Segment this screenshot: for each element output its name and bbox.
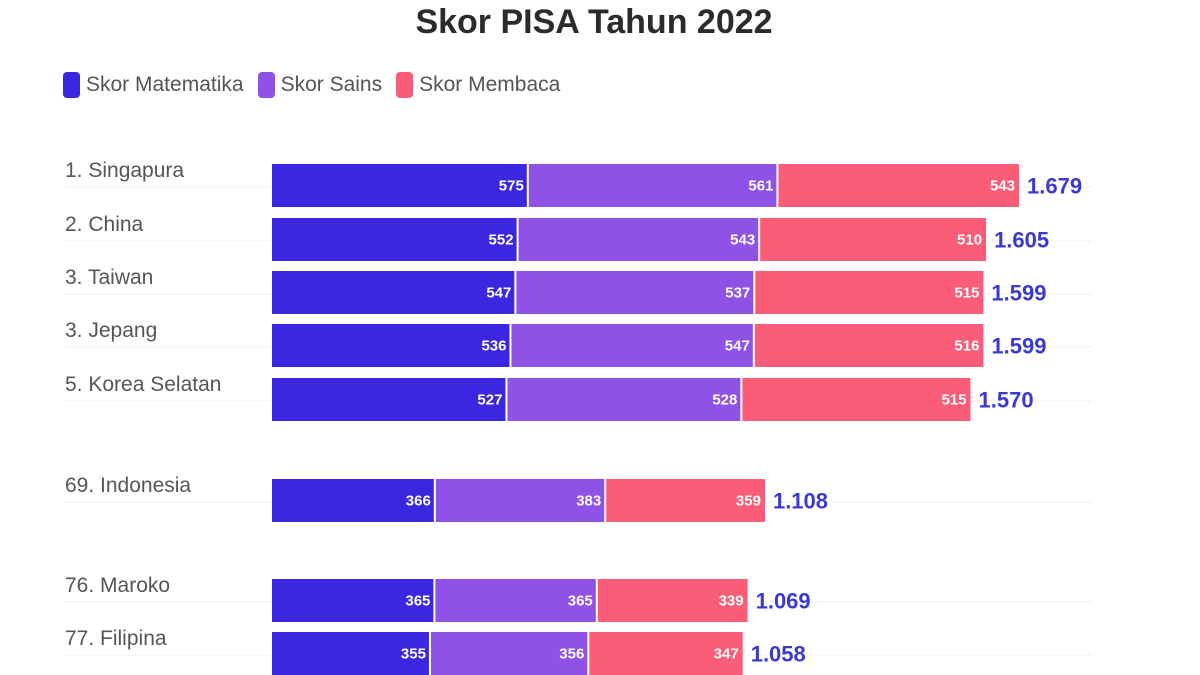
row-label-1: 2. China [65,213,144,236]
data-label-6-series-2: 339 [719,593,744,610]
bar-4-series-0 [272,378,507,421]
data-label-6-series-1: 365 [568,593,593,610]
row-label-0: 1. Singapura [65,159,184,182]
legend: Skor Matematika Skor Sains Skor Membaca [63,70,560,100]
data-label-7-series-1: 356 [559,646,584,663]
data-label-7-series-2: 347 [714,646,739,663]
bar-2-series-2 [754,271,984,314]
bar-7-series-1 [429,632,589,675]
row-label-5: 69. Indonesia [65,474,191,497]
data-label-2-series-2: 515 [954,285,979,302]
legend-label-0: Skor Matematika [86,73,244,96]
bar-3-series-2 [753,324,984,367]
legend-swatch-2 [396,72,414,98]
bar-6-series-2 [596,579,748,622]
bar-0-series-0 [272,164,528,207]
total-label-2: 1.599 [991,281,1046,306]
row-label-6: 76. Maroko [65,574,170,597]
total-label-0: 1.679 [1027,174,1082,199]
data-label-4-series-2: 515 [941,392,966,409]
bar-6-series-1 [434,579,597,622]
total-label-3: 1.599 [991,334,1046,359]
row-label-4: 5. Korea Selatan [65,373,221,396]
data-label-4-series-0: 527 [477,392,502,409]
legend-label-1: Skor Sains [280,73,383,96]
total-label-4: 1.570 [979,388,1034,413]
bar-7-series-2 [588,632,743,675]
bar-1-series-2 [759,218,987,261]
bar-5-series-2 [605,479,765,522]
data-label-5-series-0: 366 [406,493,431,510]
bar-2-series-1 [515,271,755,314]
data-label-1-series-1: 543 [730,232,755,249]
legend-swatch-1 [257,72,275,98]
data-label-2-series-0: 547 [486,285,511,302]
legend-swatch-0 [63,72,80,98]
data-label-5-series-2: 359 [736,493,761,510]
bar-5-series-0 [272,479,435,522]
data-label-2-series-1: 537 [725,285,750,302]
row-label-2: 3. Taiwan [65,266,153,289]
bar-1-series-1 [517,218,760,261]
data-label-1-series-2: 510 [957,232,982,249]
data-label-7-series-0: 355 [401,646,426,663]
bar-2-series-0 [272,271,516,314]
data-label-4-series-1: 528 [712,392,737,409]
bar-7-series-0 [272,632,430,675]
legend-item-0: Skor Matematika [63,72,244,98]
bar-0-series-1 [527,164,778,207]
bar-5-series-1 [434,479,606,522]
bar-3-series-1 [510,324,754,367]
data-label-5-series-1: 383 [576,493,601,510]
row-label-3: 3. Jepang [65,319,157,342]
bar-3-series-0 [272,324,511,367]
bar-4-series-1 [506,378,742,421]
data-label-3-series-1: 547 [725,338,750,355]
legend-item-2: Skor Membaca [396,72,560,98]
data-label-3-series-2: 516 [954,338,979,355]
data-label-0-series-2: 543 [990,178,1015,195]
data-label-1-series-0: 552 [489,232,514,249]
total-label-6: 1.069 [756,589,811,614]
data-label-0-series-1: 561 [748,178,773,195]
row-label-7: 77. Filipina [65,627,167,650]
data-label-0-series-0: 575 [499,178,524,195]
bar-1-series-0 [272,218,518,261]
bar-0-series-2 [777,164,1019,207]
chart-title: Skor PISA Tahun 2022 [415,3,773,41]
data-label-6-series-0: 365 [405,593,430,610]
legend-item-1: Skor Sains [257,72,383,98]
total-label-1: 1.605 [994,228,1049,253]
total-label-5: 1.108 [773,489,828,514]
legend-label-2: Skor Membaca [419,73,561,96]
total-label-7: 1.058 [751,642,806,667]
bar-4-series-2 [741,378,971,421]
data-label-3-series-0: 536 [481,338,506,355]
bar-6-series-0 [272,579,435,622]
